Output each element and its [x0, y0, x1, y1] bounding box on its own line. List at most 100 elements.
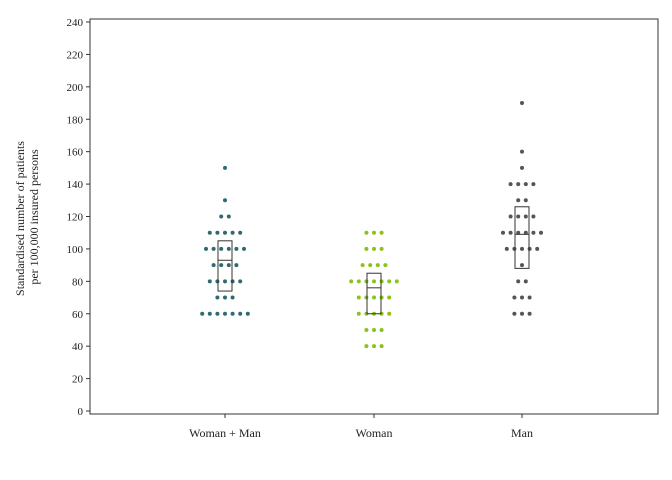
data-point	[226, 214, 231, 219]
data-point	[230, 311, 235, 316]
data-point	[207, 279, 212, 284]
data-point	[520, 165, 524, 170]
data-point	[527, 246, 532, 251]
data-point	[516, 198, 521, 203]
x-tick-label: Woman + Man	[189, 426, 261, 440]
x-tick-label: Woman	[355, 426, 392, 440]
y-tick-label: 140	[67, 179, 84, 191]
series-woman	[349, 230, 399, 349]
data-point	[520, 101, 524, 106]
y-tick-label: 40	[72, 341, 84, 353]
y-axis: 0 20 40 60 80 100 120 140 160 180 200 220 240	[67, 17, 90, 418]
y-tick-label: 220	[67, 49, 84, 61]
data-point	[387, 295, 392, 300]
data-point	[523, 182, 528, 187]
y-tick-label: 20	[72, 374, 84, 386]
data-point	[531, 230, 536, 235]
data-point	[349, 279, 354, 284]
y-tick-label: 100	[67, 244, 84, 256]
data-point	[531, 182, 536, 187]
data-point	[234, 263, 239, 268]
y-axis-title-line-1: Standardised number of patients	[13, 141, 27, 296]
data-point	[230, 230, 235, 235]
data-point	[356, 279, 361, 284]
data-point	[245, 311, 250, 316]
data-point	[527, 295, 532, 300]
data-point	[230, 279, 235, 284]
data-point	[504, 246, 509, 251]
data-point	[523, 214, 528, 219]
data-point	[394, 279, 399, 284]
data-point	[516, 214, 521, 219]
series-woman-man	[200, 165, 250, 316]
x-axis: Woman + Man Woman Man	[189, 414, 533, 440]
data-marks	[200, 101, 543, 349]
data-point	[512, 295, 517, 300]
data-point	[364, 246, 369, 251]
data-point	[523, 230, 528, 235]
data-point	[211, 246, 216, 251]
data-point	[535, 246, 540, 251]
data-point	[364, 327, 369, 332]
y-tick-label: 0	[78, 406, 84, 418]
y-tick-label: 60	[72, 309, 84, 321]
data-point	[516, 182, 521, 187]
data-point	[372, 344, 376, 349]
x-tick-label: Man	[511, 426, 533, 440]
data-point	[238, 230, 243, 235]
data-point	[379, 295, 384, 300]
data-point	[219, 246, 224, 251]
data-point	[226, 263, 231, 268]
data-point	[372, 327, 376, 332]
data-point	[207, 311, 212, 316]
data-point	[215, 295, 220, 300]
data-point	[364, 230, 369, 235]
data-point	[223, 311, 227, 316]
data-point	[211, 263, 216, 268]
data-point	[223, 230, 227, 235]
data-point	[372, 230, 376, 235]
y-tick-label: 180	[67, 114, 84, 126]
data-point	[508, 182, 513, 187]
data-point	[379, 246, 384, 251]
data-point	[204, 246, 208, 251]
data-point	[523, 279, 528, 284]
box	[217, 240, 233, 292]
y-tick-label: 160	[67, 147, 84, 159]
data-point	[219, 214, 224, 219]
data-point	[234, 246, 239, 251]
data-point	[520, 295, 524, 300]
data-point	[387, 311, 392, 316]
data-point	[372, 279, 376, 284]
data-point	[223, 198, 227, 203]
data-point	[520, 246, 524, 251]
data-point	[523, 198, 528, 203]
y-axis-title-line-2: per 100,000 insured persons	[27, 149, 41, 285]
data-point	[520, 149, 524, 154]
series-man	[501, 101, 543, 316]
data-point	[207, 230, 212, 235]
data-point	[238, 279, 243, 284]
data-point	[539, 230, 543, 235]
data-point	[215, 311, 220, 316]
data-point	[372, 246, 376, 251]
data-point	[379, 327, 384, 332]
data-point	[379, 344, 384, 349]
data-point	[242, 246, 246, 251]
plot-frame	[89, 18, 659, 415]
data-point	[364, 279, 369, 284]
data-point	[512, 246, 517, 251]
data-point	[531, 214, 536, 219]
data-point	[516, 230, 521, 235]
data-point	[364, 295, 369, 300]
data-point	[356, 295, 361, 300]
data-point	[383, 263, 388, 268]
data-point	[226, 246, 231, 251]
y-tick-label: 240	[67, 17, 84, 29]
data-point	[501, 230, 505, 235]
data-point	[219, 263, 224, 268]
data-point	[356, 311, 361, 316]
data-point	[387, 279, 392, 284]
data-point	[516, 279, 521, 284]
